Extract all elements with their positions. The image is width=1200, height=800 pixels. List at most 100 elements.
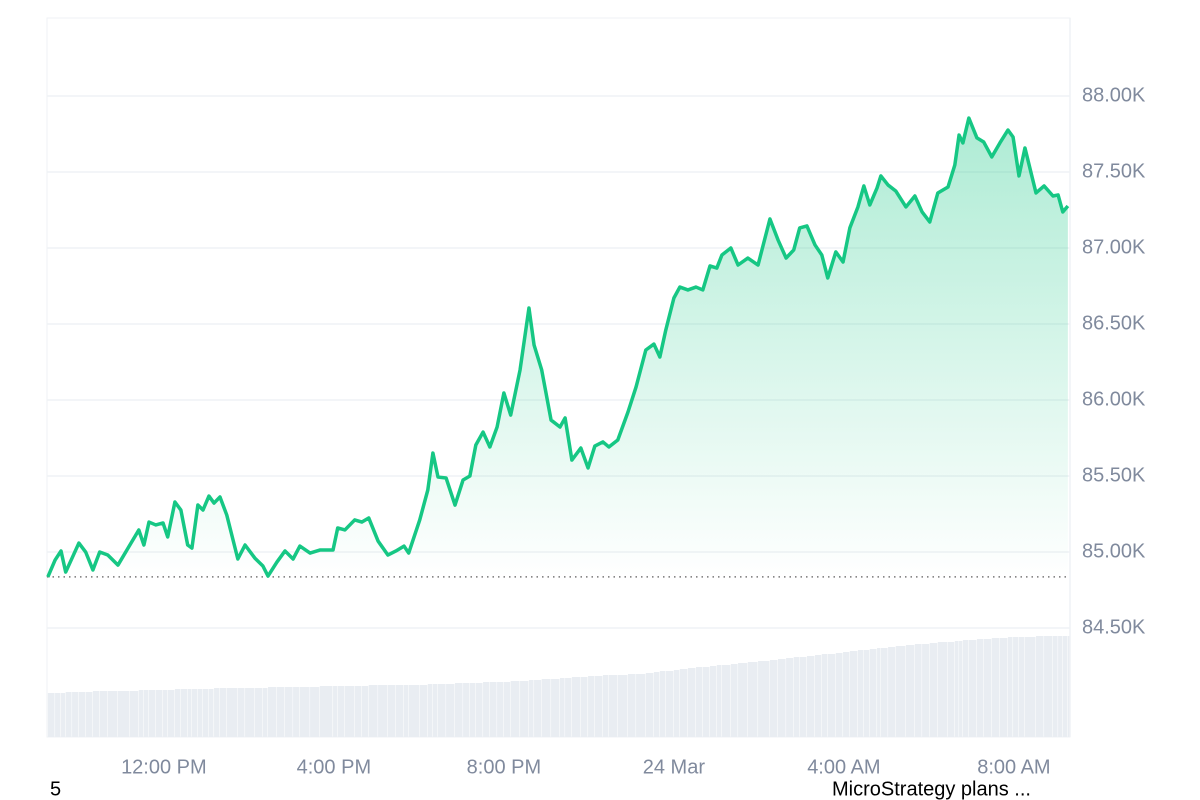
volume-bar [843,652,850,737]
volume-bar [475,683,483,737]
volume-bar [55,693,61,737]
volume-bar [510,681,520,737]
volume-bar [580,677,588,737]
volume-bar [534,680,542,737]
volume-bar [92,691,100,737]
volume-bar [559,678,565,737]
volume-bar [827,654,836,737]
volume-bar [219,688,227,737]
volume-bar [395,685,404,737]
volume-bar [565,678,572,737]
volume-bar [99,691,108,737]
volume-bar [702,667,710,737]
x-tick-label: 8:00 AM [977,756,1050,778]
x-tick-label: 8:00 PM [467,756,541,778]
volume-bar [571,677,581,737]
volume-bar [937,642,948,737]
volume-bar [799,657,807,737]
volume-bar [653,672,660,737]
volume-bar [378,685,388,737]
y-tick-label: 85.00K [1082,540,1146,562]
volume-bar [627,674,636,737]
price-line [46,116,1070,578]
volume-bar [354,686,362,737]
volume-bar [319,686,333,737]
volume-bar [497,682,504,737]
volume-bar [47,693,55,737]
volume-bar [877,648,881,737]
volume-bar [180,689,188,737]
volume-bar [976,639,984,737]
volume-bar [299,687,310,737]
volume-bar [268,687,277,737]
volume-bar [78,692,86,737]
volume-bar [659,671,666,737]
volume-bar [959,641,963,737]
volume-bar [107,691,118,737]
volume-bar [310,687,320,737]
volume-bar [738,663,748,737]
volume-bar [163,690,168,737]
volume-bar [602,675,609,737]
volume-bar [1058,636,1063,737]
volume-bar [849,651,858,737]
volume-bar [419,685,428,737]
volume-bar [888,647,896,737]
annotation: MicroStrategy plans ... [832,778,1031,800]
volume-bar [673,670,680,737]
volume-bar [368,685,378,737]
volume-bar [869,649,877,737]
volume-bar [1035,636,1044,737]
x-tick-label: 24 Mar [643,756,706,778]
volume-bar [117,691,130,737]
volume-bar [679,669,688,737]
volume-bar [948,642,955,737]
annotation: 5 [50,778,61,800]
volume-bar [361,686,369,737]
volume-bar [608,675,618,737]
volume-bar [438,684,446,737]
y-tick-label: 86.00K [1082,388,1146,410]
volume-bar [716,665,722,737]
volume-bar [983,639,992,737]
volume-bar [72,692,79,737]
volume-bar [1062,636,1068,737]
volume-bar [814,655,822,737]
volume-bar [187,689,192,737]
volume-bar [551,679,560,737]
volume-bar [863,650,870,737]
volume-bar [408,685,420,737]
volume-bar [721,665,731,737]
volume-bar [1013,637,1019,737]
volume-bar [857,650,864,737]
y-tick-label: 87.50K [1082,160,1146,182]
volume-bar [895,646,906,737]
volume-bar [778,659,786,737]
volume-bar [1067,636,1070,737]
volume-bar [821,654,828,737]
x-tick-label: 4:00 PM [297,756,371,778]
volume-bar [469,683,476,737]
volume-bar [769,660,778,737]
volume-bar [262,688,268,737]
volume-bar [636,674,646,737]
volume-bar [202,689,209,737]
volume-bar [427,684,433,737]
volume-bar [404,685,409,737]
volume-bar [1024,637,1036,737]
volume-bar [237,688,245,737]
volume-bar [914,644,922,737]
y-tick-label: 84.50K [1082,616,1146,638]
volume-bar [463,683,470,737]
volume-bar [1007,637,1013,737]
volume-bar [174,689,181,737]
volume-bar [129,691,139,737]
volume-bar [968,640,977,737]
volume-bar [665,671,674,737]
volume-bar [191,689,198,737]
volume-bar [880,648,888,737]
volume-bar [541,679,551,737]
volume-bar [695,667,703,737]
volume-bar [730,664,738,737]
